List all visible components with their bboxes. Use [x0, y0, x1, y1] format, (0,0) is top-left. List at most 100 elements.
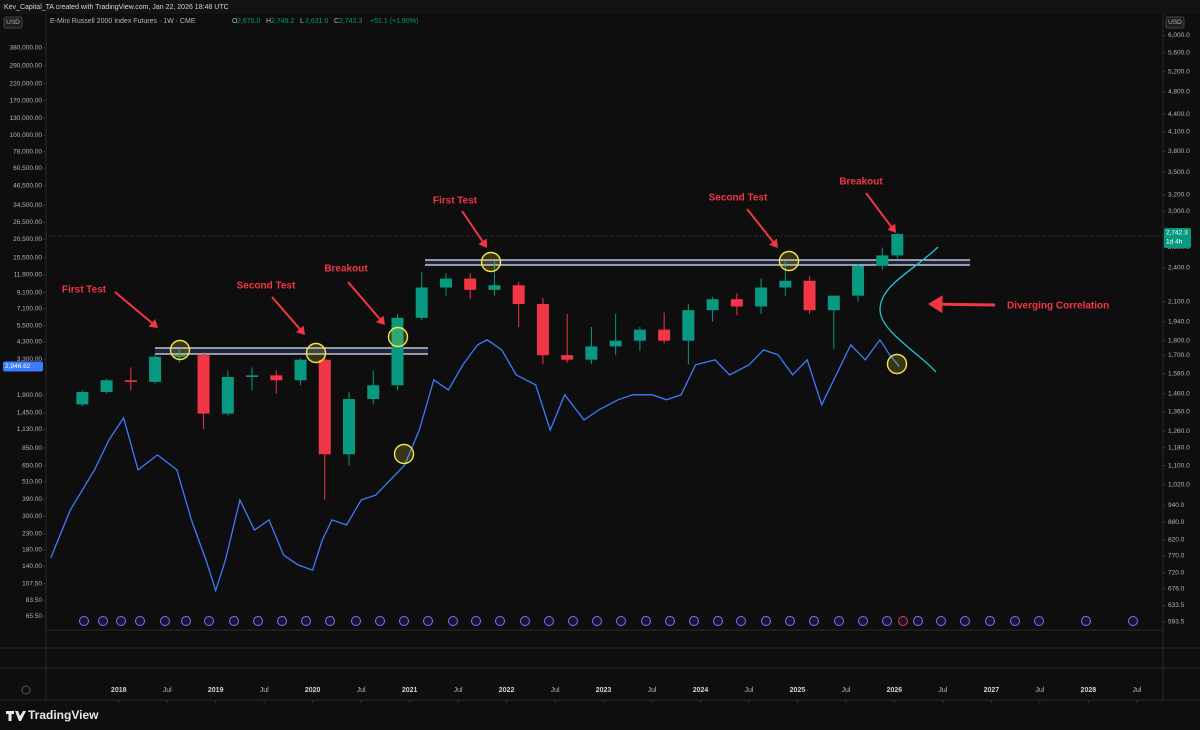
- y-tick-label: 11,900.00: [14, 272, 43, 279]
- level-drawings: [46, 235, 1163, 355]
- event-marker[interactable]: [761, 616, 771, 626]
- zoom-button[interactable]: [21, 685, 31, 695]
- y2-tick-label: 1,360.0: [1168, 408, 1190, 415]
- candle-body: [246, 375, 259, 377]
- x-tick-label: Jul: [357, 687, 366, 694]
- x-tick-label: Jul: [260, 687, 269, 694]
- event-marker[interactable]: [665, 616, 675, 626]
- arrow-head: [769, 238, 778, 248]
- event-marker[interactable]: [713, 616, 723, 626]
- event-marker[interactable]: [253, 616, 263, 626]
- y-tick-label: 7,100.00: [17, 306, 43, 313]
- event-marker[interactable]: [592, 616, 602, 626]
- event-marker[interactable]: [375, 616, 385, 626]
- candle-body: [779, 280, 792, 288]
- event-marker[interactable]: [98, 616, 108, 626]
- event-marker[interactable]: [736, 616, 746, 626]
- event-marker[interactable]: [471, 616, 481, 626]
- event-marker[interactable]: [689, 616, 699, 626]
- arrow-shaft: [865, 192, 893, 228]
- candle-body: [755, 287, 768, 307]
- event-marker[interactable]: [116, 616, 126, 626]
- event-marker[interactable]: [1010, 616, 1020, 626]
- arrow-shaft: [271, 296, 301, 330]
- event-marker[interactable]: [960, 616, 970, 626]
- event-marker[interactable]: [301, 616, 311, 626]
- event-marker[interactable]: [985, 616, 995, 626]
- event-marker[interactable]: [520, 616, 530, 626]
- y2-tick-label: 1,800.0: [1168, 337, 1190, 344]
- event-marker[interactable]: [641, 616, 651, 626]
- arrow-head: [928, 295, 943, 314]
- y2-tick-label: 1,940.0: [1168, 318, 1190, 325]
- y-tick-label: 3,300.00: [17, 356, 43, 363]
- y-tick-label: 60,500.00: [13, 165, 42, 172]
- event-marker[interactable]: [898, 616, 908, 626]
- event-marker[interactable]: [834, 616, 844, 626]
- x-tick-label: 2024: [693, 687, 709, 694]
- candle-body: [76, 392, 89, 405]
- event-marker[interactable]: [135, 616, 145, 626]
- event-marker[interactable]: [160, 616, 170, 626]
- highlight-circle: [387, 326, 409, 348]
- event-marker[interactable]: [229, 616, 239, 626]
- arrow-head: [887, 223, 896, 233]
- event-marker[interactable]: [544, 616, 554, 626]
- event-marker[interactable]: [1034, 616, 1044, 626]
- event-marker[interactable]: [325, 616, 335, 626]
- highlight-circle: [305, 342, 327, 364]
- y2-tick-label: 1,020.0: [1168, 481, 1190, 488]
- event-marker[interactable]: [399, 616, 409, 626]
- event-marker[interactable]: [1081, 616, 1091, 626]
- y2-tick-label: 820.0: [1168, 537, 1185, 544]
- candle-body: [197, 355, 210, 414]
- event-marker[interactable]: [913, 616, 923, 626]
- event-marker[interactable]: [882, 616, 892, 626]
- event-marker[interactable]: [181, 616, 191, 626]
- candle-body: [561, 355, 574, 360]
- countdown: 1d 4h: [1166, 239, 1183, 246]
- x-tick-label: 2025: [790, 687, 806, 694]
- annotation: Second Test: [709, 193, 768, 204]
- arrow-shaft: [461, 210, 484, 242]
- candle-body: [536, 304, 549, 356]
- candle-body: [149, 356, 162, 382]
- arrow-head: [375, 315, 385, 325]
- event-marker[interactable]: [204, 616, 214, 626]
- event-marker[interactable]: [809, 616, 819, 626]
- y2-tick-label: 3,500.0: [1168, 169, 1190, 176]
- x-tick-label: Jul: [744, 687, 753, 694]
- candle-body: [391, 317, 404, 386]
- arrow-head: [295, 325, 305, 335]
- event-marker[interactable]: [785, 616, 795, 626]
- candle-body: [221, 376, 234, 414]
- y2-tick-label: 1,460.0: [1168, 390, 1190, 397]
- event-marker[interactable]: [277, 616, 287, 626]
- x-tick-label: Jul: [454, 687, 463, 694]
- candle-body: [682, 310, 695, 341]
- arrow-shaft: [746, 208, 774, 243]
- event-marker[interactable]: [1128, 616, 1138, 626]
- event-marker[interactable]: [351, 616, 361, 626]
- x-tick-label: 2019: [208, 687, 224, 694]
- highlight-circle: [778, 250, 800, 272]
- symbol-title: E-Mini Russell 2000 Index Futures · 1W ·…: [50, 18, 196, 25]
- currency-right: USD: [1168, 19, 1182, 26]
- event-marker[interactable]: [423, 616, 433, 626]
- x-tick-label: 2026: [887, 687, 903, 694]
- highlight-circle: [886, 353, 908, 375]
- event-marker[interactable]: [79, 616, 89, 626]
- event-marker[interactable]: [448, 616, 458, 626]
- candle-body: [658, 329, 671, 341]
- event-marker[interactable]: [858, 616, 868, 626]
- event-marker[interactable]: [616, 616, 626, 626]
- currency-box: [1165, 16, 1185, 29]
- x-tick-label: Jul: [1132, 687, 1141, 694]
- change: +51.1 (+1.90%): [370, 18, 418, 25]
- event-marker[interactable]: [568, 616, 578, 626]
- x-tick-label: 2022: [499, 687, 515, 694]
- brand-logo: [6, 711, 26, 721]
- event-marker[interactable]: [936, 616, 946, 626]
- event-marker[interactable]: [495, 616, 505, 626]
